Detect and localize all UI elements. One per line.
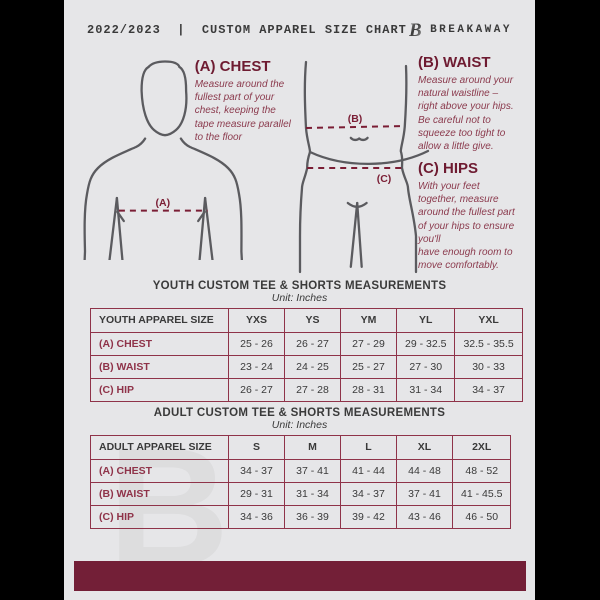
svg-text:(C): (C)	[377, 173, 392, 185]
svg-text:(B): (B)	[348, 113, 363, 125]
